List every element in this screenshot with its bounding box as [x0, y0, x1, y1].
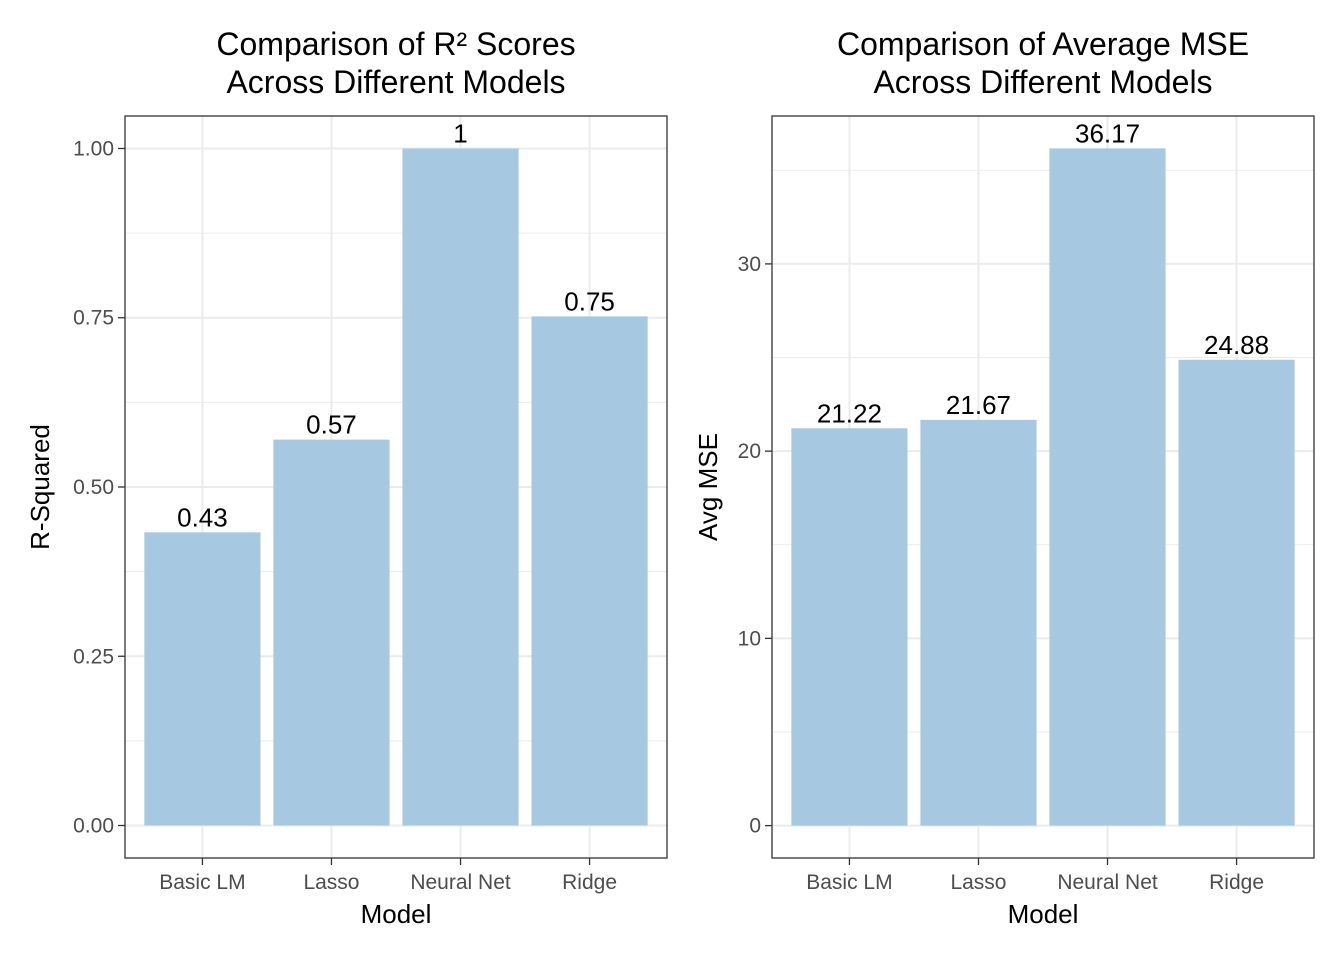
data-label: 0.75 — [564, 286, 615, 316]
bar — [791, 428, 908, 826]
chart-title-line: Across Different Models — [873, 64, 1212, 100]
data-label: 0.57 — [306, 410, 357, 440]
panel-border — [771, 115, 1315, 859]
y-tick-label: 0.50 — [73, 476, 114, 499]
plot-area: 0.43 0.57 1 0.75 0.00 0.25 0.50 0.75 1.00 Basic L… — [73, 115, 668, 894]
bar — [1178, 359, 1295, 826]
bar — [920, 419, 1037, 826]
y-tick-label: 20 — [738, 440, 761, 463]
y-tick-label: 0.75 — [73, 307, 114, 330]
y-tick-label: 30 — [738, 253, 761, 276]
x-axis-title: Model — [361, 899, 432, 929]
chart-title-line: Comparison of Average MSE — [837, 26, 1249, 62]
bar — [144, 532, 261, 826]
bar — [402, 148, 519, 826]
x-tick-label: Ridge — [1209, 871, 1264, 894]
x-tick-label: Basic LM — [806, 871, 892, 894]
x-axis-title: Model — [1008, 899, 1079, 929]
data-label: 0.43 — [177, 502, 228, 532]
r-squared-chart: Comparison of R² Scores Across Different… — [25, 26, 668, 929]
x-tick-label: Neural Net — [1057, 871, 1158, 894]
bar — [531, 316, 648, 826]
chart-title-line: Across Different Models — [226, 64, 565, 100]
data-label: 24.88 — [1204, 330, 1269, 360]
y-tick-label: 0 — [749, 815, 761, 838]
data-label: 1 — [453, 118, 467, 148]
y-tick-label: 1.00 — [73, 137, 114, 160]
y-tick-label: 0.25 — [73, 645, 114, 668]
y-axis-title: R-Squared — [25, 424, 55, 550]
data-label: 21.22 — [817, 398, 882, 428]
x-tick-label: Ridge — [562, 871, 617, 894]
y-tick-label: 0.00 — [73, 815, 114, 838]
x-tick-label: Basic LM — [159, 871, 245, 894]
data-label: 36.17 — [1075, 118, 1140, 148]
avg-mse-chart: Comparison of Average MSE Across Differe… — [693, 26, 1315, 929]
bar — [273, 439, 390, 826]
chart-title-line: Comparison of R² Scores — [216, 26, 575, 62]
bar — [1049, 148, 1166, 826]
data-label: 21.67 — [946, 390, 1011, 420]
y-tick-label: 10 — [738, 627, 761, 650]
plot-area: 21.22 21.67 36.17 24.88 0 10 20 30 Basic LM Lasso… — [738, 115, 1315, 894]
x-tick-label: Lasso — [950, 871, 1006, 894]
x-tick-label: Lasso — [303, 871, 359, 894]
y-axis-title: Avg MSE — [693, 433, 723, 541]
x-tick-label: Neural Net — [410, 871, 511, 894]
